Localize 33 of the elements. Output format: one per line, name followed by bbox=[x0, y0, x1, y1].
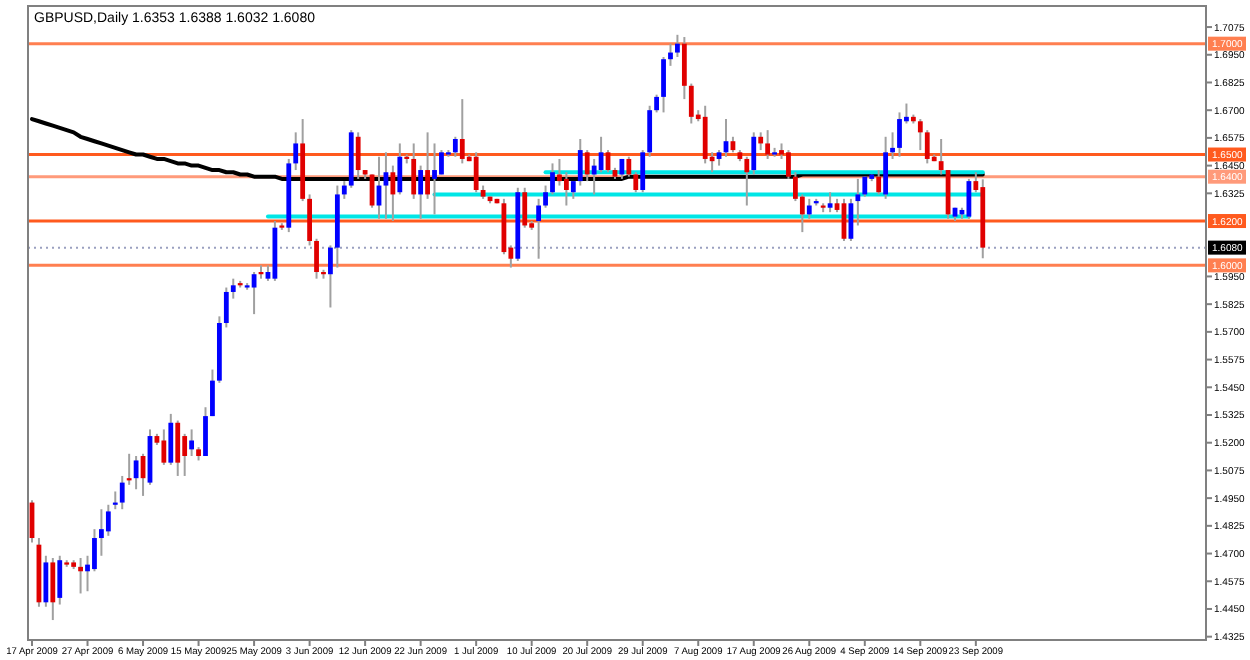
candlestick bbox=[522, 186, 528, 229]
candlestick bbox=[355, 131, 361, 180]
candlestick bbox=[161, 428, 167, 466]
candlestick bbox=[563, 171, 569, 207]
candlestick bbox=[883, 135, 889, 200]
candlestick bbox=[806, 197, 812, 220]
candlestick bbox=[702, 104, 708, 165]
candlestick bbox=[536, 197, 542, 260]
candlestick bbox=[452, 135, 458, 158]
candlestick bbox=[189, 428, 195, 458]
candlestick bbox=[411, 142, 417, 200]
candlestick bbox=[675, 33, 680, 58]
candlestick bbox=[105, 503, 111, 537]
candlestick bbox=[924, 129, 930, 165]
candlestick bbox=[744, 155, 750, 207]
candlestick bbox=[577, 138, 583, 187]
candlestick bbox=[473, 151, 479, 194]
candlestick bbox=[168, 412, 174, 466]
candlestick bbox=[418, 164, 424, 220]
candlestick bbox=[175, 419, 181, 477]
candlestick bbox=[876, 169, 882, 196]
candlestick bbox=[432, 142, 437, 216]
candlestick bbox=[827, 191, 833, 214]
candlestick bbox=[126, 452, 132, 486]
candlestick bbox=[78, 556, 83, 595]
candlestick bbox=[133, 455, 139, 491]
candlestick bbox=[425, 131, 430, 200]
candlestick bbox=[765, 129, 771, 160]
candlestick bbox=[50, 556, 56, 622]
candlestick bbox=[459, 98, 465, 165]
candlestick bbox=[897, 111, 902, 158]
candlestick bbox=[43, 554, 49, 608]
candlestick bbox=[938, 138, 944, 176]
